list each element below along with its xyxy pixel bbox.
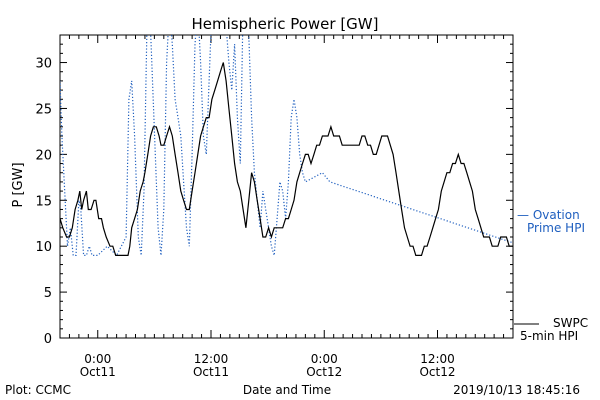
x-tick-time-label: 0:00 [311,352,338,366]
legend-swpc-line2: 5-min HPI [520,329,578,343]
legend-swpc-line1: SWPC [553,316,588,330]
x-tick-time-label: 12:00 [420,352,455,366]
y-tick-label: 5 [44,286,52,301]
plot-credit: Plot: CCMC [5,383,71,397]
chart-title: Hemispheric Power [GW] [192,15,379,33]
x-tick-time-label: 0:00 [84,352,111,366]
x-tick-date-label: Oct12 [419,365,455,379]
x-axis-label: Date and Time [243,383,331,397]
y-tick-label: 15 [35,194,52,209]
y-tick-label: 20 [35,148,52,163]
series-layer [60,35,513,257]
y-axis-label: P [GW] [11,162,26,207]
y-tick-label: 30 [35,57,52,72]
x-tick-date-label: Oct12 [306,365,342,379]
legend-ovation-line1: — Ovation [517,208,580,222]
x-tick-date-label: Oct11 [193,365,229,379]
y-tick-label: 25 [35,102,52,117]
plot-timestamp: 2019/10/13 18:45:16 [453,383,580,397]
legend-ovation-line2: Prime HPI [527,221,585,235]
y-tick-label: 10 [35,240,52,255]
swpc-5min-hpi-line [60,62,513,256]
y-tick-label: 0 [44,332,52,347]
y-axis-ticks: 0 5 10 15 20 25 30 [35,34,513,347]
x-tick-date-label: Oct11 [80,365,116,379]
x-tick-time-label: 12:00 [194,352,229,366]
plot-frame [59,34,514,339]
